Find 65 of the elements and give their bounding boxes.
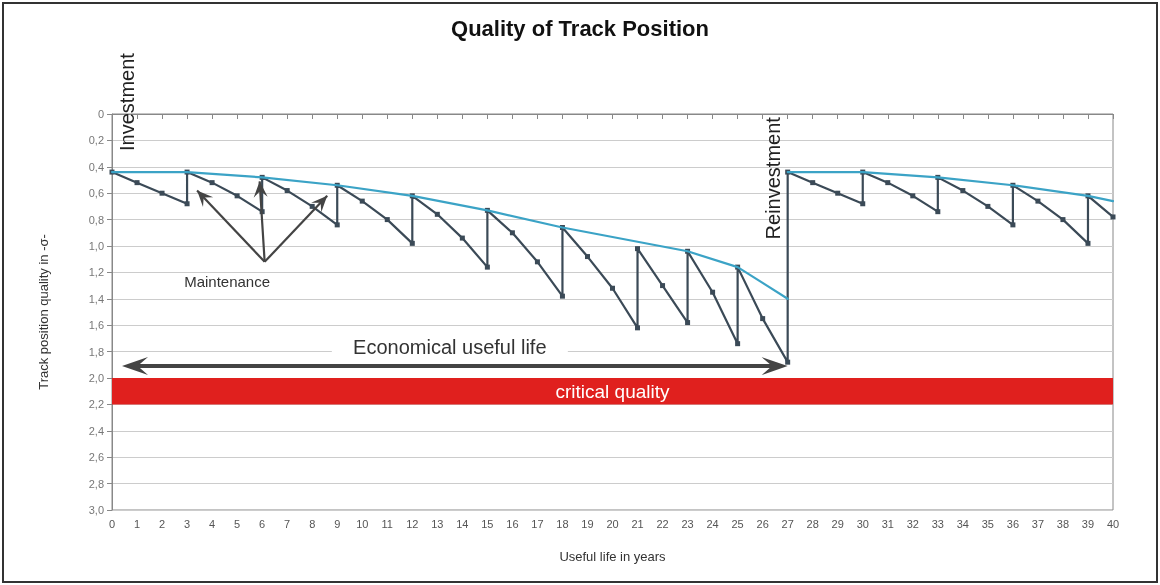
x-tick-label: 17 — [531, 517, 544, 530]
x-tick-label: 8 — [309, 517, 316, 530]
y-tick-label: 0,4 — [88, 160, 104, 173]
x-tick-label: 16 — [506, 517, 519, 530]
x-tick-label: 15 — [481, 517, 494, 530]
x-tick-label: 3 — [184, 517, 191, 530]
x-tick-label: 35 — [981, 517, 994, 530]
x-tick-label: 24 — [706, 517, 719, 530]
x-tick-label: 19 — [581, 517, 594, 530]
x-tick-label: 40 — [1106, 517, 1120, 530]
x-tick-label: 6 — [259, 517, 266, 530]
x-tick-label: 18 — [556, 517, 569, 530]
x-tick-label: 23 — [681, 517, 694, 530]
x-tick-label: 29 — [831, 517, 844, 530]
y-tick-label: 1,6 — [88, 319, 104, 332]
x-tick-label: 1 — [133, 517, 141, 530]
x-tick-label: 20 — [606, 517, 619, 530]
y-tick-label: 0,6 — [88, 187, 104, 200]
x-tick-label: 7 — [284, 517, 291, 530]
annotation: Economical useful life — [353, 336, 547, 359]
x-tick-label: 10 — [356, 517, 369, 530]
y-tick-label: 1,2 — [88, 266, 104, 279]
y-tick-label: 2,6 — [88, 451, 104, 464]
y-tick-label: 0,8 — [88, 213, 104, 226]
y-tick-label: 0 — [97, 108, 104, 120]
x-tick-label: 28 — [806, 517, 819, 530]
x-tick-label: 2 — [158, 517, 166, 530]
y-tick-label: 1,8 — [88, 345, 104, 358]
x-tick-label: 38 — [1056, 517, 1070, 530]
x-tick-label: 36 — [1006, 517, 1020, 530]
y-tick-label: 2,4 — [88, 424, 104, 437]
x-tick-label: 34 — [956, 517, 969, 530]
annotation: Maintenance — [184, 272, 271, 290]
x-tick-label: 0 — [108, 517, 116, 530]
x-tick-label: 22 — [656, 517, 669, 530]
y-tick-label: 0,2 — [88, 134, 104, 147]
x-tick-label: 27 — [781, 517, 794, 530]
x-tick-label: 11 — [381, 517, 393, 530]
band-label: critical quality — [555, 380, 671, 402]
x-tick-label: 25 — [731, 517, 744, 530]
annotation: Reinvestment — [761, 116, 784, 240]
x-tick-label: 39 — [1081, 517, 1095, 530]
x-tick-label: 37 — [1031, 517, 1045, 530]
x-tick-label: 12 — [406, 517, 419, 530]
x-tick-label: 26 — [756, 517, 769, 530]
x-tick-label: 5 — [234, 517, 241, 530]
x-tick-label: 33 — [931, 517, 944, 530]
x-tick-label: 21 — [631, 517, 644, 530]
chart-title: Quality of Track Position — [451, 15, 709, 41]
x-tick-label: 13 — [431, 517, 444, 530]
x-tick-label: 4 — [209, 517, 216, 530]
y-tick-label: 2,2 — [88, 398, 104, 411]
x-tick-label: 14 — [456, 517, 469, 530]
x-tick-label: 9 — [334, 517, 341, 530]
y-tick-label: 1,0 — [88, 240, 104, 252]
y-tick-label: 1,4 — [88, 292, 104, 305]
x-axis-title: Useful life in years — [559, 549, 667, 564]
y-tick-label: 2,8 — [88, 477, 104, 490]
x-tick-label: 31 — [881, 517, 894, 530]
y-axis-title: Track position quality in -σ- — [36, 234, 51, 390]
x-tick-label: 30 — [856, 517, 869, 530]
x-tick-label: 32 — [906, 517, 919, 530]
y-tick-label: 3,0 — [88, 504, 104, 516]
y-tick-label: 2,0 — [88, 372, 104, 384]
annotation: Investment — [116, 52, 138, 151]
